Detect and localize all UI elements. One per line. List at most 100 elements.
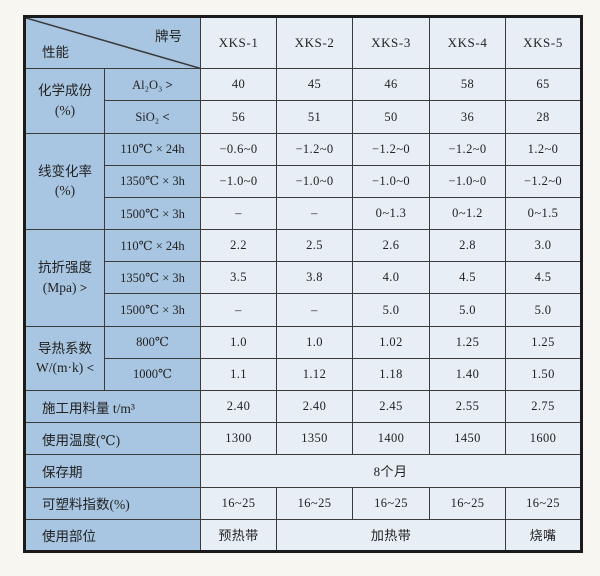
row-group-label-chemistry: 化学成份 (%) bbox=[24, 68, 105, 134]
table-row: 1500℃ × 3h – – 0~1.3 0~1.2 0~1.5 bbox=[25, 196, 582, 231]
cell-value: −1.2~0 bbox=[505, 164, 582, 198]
column-header: XKS-2 bbox=[276, 15, 353, 70]
cell-value: −1.0~0 bbox=[429, 164, 506, 198]
row-label-material-usage: 施工用料量 t/m³ bbox=[24, 389, 201, 424]
row-sub-label: SiO₂ < bbox=[104, 100, 201, 134]
cell-value: 45 bbox=[276, 68, 353, 102]
cell-value: 1.2~0 bbox=[505, 132, 582, 166]
cell-value: 36 bbox=[429, 100, 506, 134]
row-sub-label: 1000℃ bbox=[104, 357, 201, 392]
cell-value-preheat-zone: 预热带 bbox=[200, 518, 277, 553]
header-row: 牌号 性能 XKS-1 XKS-2 XKS-3 XKS-4 XKS-5 bbox=[24, 15, 582, 70]
row-sub-label: Al₂O₃ > bbox=[104, 68, 201, 102]
row-label-shelf-life: 保存期 bbox=[24, 454, 201, 488]
table-row: 1350℃ × 3h 3.5 3.8 4.0 4.5 4.5 bbox=[25, 261, 582, 295]
cell-value: −1.2~0 bbox=[276, 132, 353, 166]
row-label-service-temperature: 使用温度(℃) bbox=[24, 422, 201, 456]
row-sub-label: 1350℃ × 3h bbox=[104, 261, 201, 295]
cell-value: −1.0~0 bbox=[200, 164, 277, 198]
cell-value: −0.6~0 bbox=[200, 132, 277, 166]
cell-value: −1.0~0 bbox=[276, 164, 353, 198]
corner-cell: 牌号 性能 bbox=[24, 15, 201, 70]
cell-value: 2.2 bbox=[200, 229, 277, 263]
cell-value: 3.5 bbox=[200, 261, 277, 295]
row-label-application-zone: 使用部位 bbox=[24, 518, 201, 553]
cell-value: 1.02 bbox=[352, 325, 430, 359]
cell-value: 2.6 bbox=[352, 229, 430, 263]
table-row: 化学成份 (%) Al₂O₃ > 40 45 46 58 65 bbox=[24, 68, 582, 134]
cell-value: −1.2~0 bbox=[352, 132, 430, 166]
cell-value: 1.0 bbox=[200, 325, 277, 359]
cell-value: 50 bbox=[352, 100, 430, 134]
cell-value: 56 bbox=[200, 100, 277, 134]
column-header: XKS-1 bbox=[200, 15, 277, 70]
cell-value: 51 bbox=[276, 100, 353, 134]
cell-value: 65 bbox=[505, 68, 582, 102]
cell-value: 2.55 bbox=[429, 389, 506, 424]
table-row: 线变化率 (%) 110℃ × 24h −0.6~0 −1.2~0 −1.2~0… bbox=[24, 132, 582, 231]
cell-value: 3.8 bbox=[276, 261, 353, 295]
cell-value: 2.5 bbox=[276, 229, 353, 263]
cell-value: – bbox=[276, 196, 353, 231]
cell-value: 1.1 bbox=[200, 357, 277, 392]
cell-value: 16~25 bbox=[276, 486, 353, 520]
table-row: 保存期 8个月 bbox=[24, 454, 582, 488]
cell-value-heating-zone: 加热带 bbox=[276, 518, 506, 553]
cell-value: 16~25 bbox=[200, 486, 277, 520]
cell-value: 16~25 bbox=[352, 486, 430, 520]
cell-value: 1450 bbox=[429, 422, 506, 456]
cell-value: 2.45 bbox=[352, 389, 430, 424]
cell-value: 2.40 bbox=[200, 389, 277, 424]
cell-value: 0~1.2 bbox=[429, 196, 506, 231]
corner-label-brand: 牌号 bbox=[155, 29, 182, 44]
table-row: 1350℃ × 3h −1.0~0 −1.0~0 −1.0~0 −1.0~0 −… bbox=[25, 164, 582, 198]
cell-value: 1.0 bbox=[276, 325, 353, 359]
cell-value: 1300 bbox=[200, 422, 277, 456]
column-header: XKS-3 bbox=[352, 15, 430, 70]
row-group-label-linear-change: 线变化率 (%) bbox=[24, 132, 105, 231]
row-sub-label: 1500℃ × 3h bbox=[104, 196, 201, 231]
cell-value: 1.25 bbox=[429, 325, 506, 359]
cell-value: 3.0 bbox=[505, 229, 582, 263]
cell-value: 1.25 bbox=[505, 325, 582, 359]
row-sub-label: 800℃ bbox=[104, 325, 201, 359]
table-row: 1500℃ × 3h – – 5.0 5.0 5.0 bbox=[25, 293, 582, 327]
table-row: 可塑料指数(%) 16~25 16~25 16~25 16~25 16~25 bbox=[24, 486, 582, 520]
cell-value: – bbox=[200, 293, 277, 327]
cell-value: −1.2~0 bbox=[429, 132, 506, 166]
cell-value: 16~25 bbox=[429, 486, 506, 520]
cell-value-shelf-life: 8个月 bbox=[200, 454, 582, 488]
cell-value: – bbox=[276, 293, 353, 327]
cell-value: 5.0 bbox=[429, 293, 506, 327]
cell-value: 1400 bbox=[352, 422, 430, 456]
cell-value-burner: 烧嘴 bbox=[505, 518, 582, 553]
table-row: 施工用料量 t/m³ 2.40 2.40 2.45 2.55 2.75 bbox=[24, 389, 582, 424]
cell-value: −1.0~0 bbox=[352, 164, 430, 198]
cell-value: 1.50 bbox=[505, 357, 582, 392]
row-sub-label: 1350℃ × 3h bbox=[104, 164, 201, 198]
cell-value: 0~1.3 bbox=[352, 196, 430, 231]
cell-value: 1.12 bbox=[276, 357, 353, 392]
corner-label-property: 性能 bbox=[42, 45, 69, 61]
cell-value: 2.40 bbox=[276, 389, 353, 424]
cell-value: 5.0 bbox=[352, 293, 430, 327]
cell-value: 1.18 bbox=[352, 357, 430, 392]
cell-value: 2.8 bbox=[429, 229, 506, 263]
cell-value: 1350 bbox=[276, 422, 353, 456]
row-label-plasticity-index: 可塑料指数(%) bbox=[24, 486, 201, 520]
table-row: 1000℃ 1.1 1.12 1.18 1.40 1.50 bbox=[25, 357, 582, 392]
cell-value: 28 bbox=[505, 100, 582, 134]
cell-value: 46 bbox=[352, 68, 430, 102]
cell-value: 4.0 bbox=[352, 261, 430, 295]
diagonal-divider bbox=[26, 18, 200, 68]
table-row: 使用温度(℃) 1300 1350 1400 1450 1600 bbox=[24, 422, 582, 456]
cell-value: 5.0 bbox=[505, 293, 582, 327]
column-header: XKS-5 bbox=[505, 15, 582, 70]
cell-value: 4.5 bbox=[429, 261, 506, 295]
spec-table: 牌号 性能 XKS-1 XKS-2 XKS-3 XKS-4 XKS-5 化学成份… bbox=[23, 15, 583, 553]
cell-value: 1.40 bbox=[429, 357, 506, 392]
cell-value: 4.5 bbox=[505, 261, 582, 295]
row-sub-label: 110℃ × 24h bbox=[104, 132, 201, 166]
table-row: 抗折强度 (Mpa) > 110℃ × 24h 2.2 2.5 2.6 2.8 … bbox=[24, 229, 582, 327]
